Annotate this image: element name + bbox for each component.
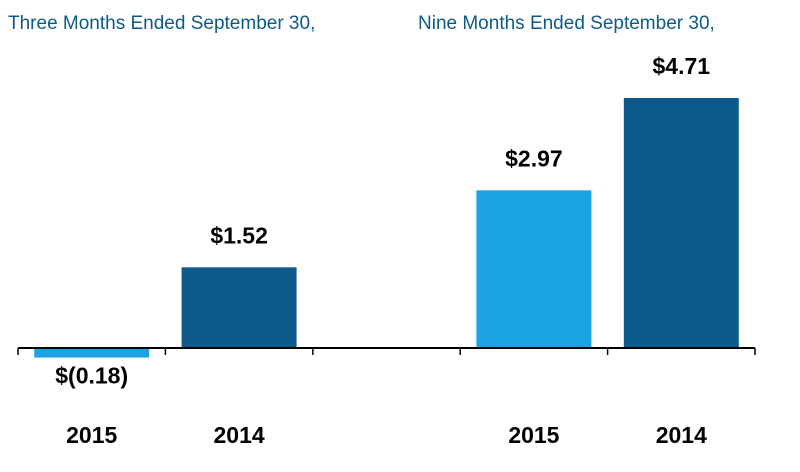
bar bbox=[476, 190, 592, 348]
group-title: Three Months Ended September 30, bbox=[8, 13, 315, 34]
value-label: $4.71 bbox=[653, 53, 711, 79]
bar bbox=[623, 98, 739, 348]
category-label: 2014 bbox=[656, 422, 707, 448]
category-label: 2014 bbox=[214, 422, 265, 448]
group-title: Nine Months Ended September 30, bbox=[418, 13, 715, 34]
bar bbox=[34, 348, 150, 358]
value-label: $(0.18) bbox=[55, 363, 128, 389]
value-label: $1.52 bbox=[210, 222, 268, 248]
category-label: 2015 bbox=[508, 422, 559, 448]
category-label: 2015 bbox=[66, 422, 117, 448]
value-label: $2.97 bbox=[505, 145, 563, 171]
bar bbox=[181, 267, 297, 348]
